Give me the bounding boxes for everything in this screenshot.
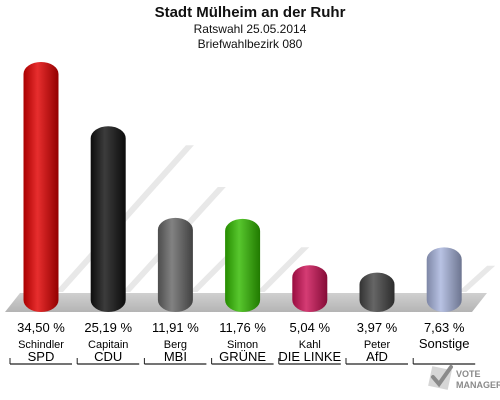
chart-title: Stadt Mülheim an der Ruhr	[154, 4, 346, 21]
bar-cdu	[90, 126, 126, 312]
category-label: AfD	[366, 349, 388, 364]
candidate-label: Simon	[227, 339, 258, 351]
value-label: 25,19 %	[84, 320, 132, 335]
value-label: 5,04 %	[290, 320, 331, 335]
bar-mbi	[157, 217, 193, 312]
chart-header: Stadt Mülheim an der Ruhr Ratswahl 25.05…	[0, 4, 500, 52]
bar-body	[23, 62, 59, 313]
candidate-label: Capitain	[88, 339, 128, 351]
category-label: CDU	[94, 349, 122, 364]
bar-body	[157, 217, 193, 312]
bar-body	[359, 272, 395, 312]
bar-body	[426, 247, 462, 312]
value-label: 11,76 %	[219, 320, 266, 335]
value-label: 11,91 %	[152, 320, 199, 335]
bar-body	[225, 218, 261, 312]
chart-subtitle-election: Ratswahl 25.05.2014	[193, 22, 307, 36]
bar-sonstige	[426, 247, 462, 312]
candidate-label: Peter	[364, 339, 391, 351]
category-label: Sonstige	[419, 336, 470, 351]
chart-subtitle-district: Briefwahlbezirk 080	[197, 37, 303, 51]
bar-body	[90, 126, 126, 312]
bar-shadow	[256, 247, 310, 292]
ballot-check-icon	[428, 365, 453, 390]
bar-die-linke	[292, 265, 328, 312]
value-label: 3,97 %	[357, 320, 398, 335]
value-label: 34,50 %	[17, 320, 65, 335]
vote-manager-logo: VOTE MANAGER	[428, 365, 500, 390]
bar-body	[292, 265, 328, 312]
watermark-line2: MANAGER	[456, 380, 500, 390]
bar-shadow	[458, 265, 496, 292]
category-label: DIE LINKE	[278, 349, 341, 364]
bar-spd	[23, 62, 59, 313]
bar-afd	[359, 272, 395, 312]
candidate-label: Berg	[164, 339, 187, 351]
value-label: 7,63 %	[424, 320, 465, 335]
category-label: SPD	[28, 349, 55, 364]
category-label: GRÜNE	[219, 349, 266, 364]
candidate-label: Schindler	[18, 339, 64, 351]
bar-gr-ne	[225, 218, 261, 312]
category-label: MBI	[164, 349, 187, 364]
candidate-label: Kahl	[299, 339, 321, 351]
watermark-line1: VOTE	[456, 369, 481, 379]
